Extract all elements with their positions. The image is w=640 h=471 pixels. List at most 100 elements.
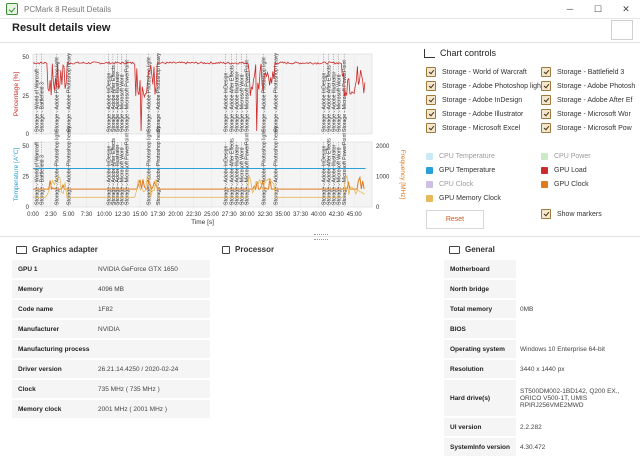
x-tick-label: 27:30: [222, 212, 238, 218]
table-row: Code name 1F82: [12, 300, 210, 318]
storage-marker-label: Storage - Adobe Photoshop light: [442, 82, 543, 90]
storage-marker-toggle[interactable]: Storage - Adobe After Ef: [541, 95, 633, 105]
checkbox[interactable]: [541, 109, 551, 119]
metric-color-swatch[interactable]: [426, 181, 433, 188]
checkbox[interactable]: [426, 109, 436, 119]
x-tick-label: 45:00: [347, 212, 363, 218]
storage-marker-toggle[interactable]: Storage - World of Warcraft: [426, 67, 527, 77]
result-chart[interactable]: Storage - World of Warcraft Storage - Wor…: [0, 42, 408, 232]
row-value: NVIDIA GeForce GTX 1650: [94, 260, 210, 278]
row-value: 0MB: [516, 300, 632, 318]
checkbox[interactable]: [426, 67, 436, 77]
table-row: Hard drive(s) ST500DM002-1BD142, Q200 EX.…: [444, 380, 632, 416]
storage-marker-toggle[interactable]: Storage - Adobe Illustrator: [426, 109, 523, 119]
metric-color-swatch[interactable]: [541, 167, 548, 174]
x-tick-label: 17:30: [150, 212, 166, 218]
metric-label: CPU Clock: [439, 181, 474, 188]
title-bar: PCMark 8 Result Details ─ ☐ ✕: [0, 0, 640, 19]
marker-label-bottom: Storage - Microsoft Word: [336, 147, 342, 205]
row-key: Manufacturing process: [18, 345, 90, 353]
monitor-icon: [16, 245, 27, 254]
checkbox[interactable]: [541, 81, 551, 91]
marker-label-top: Storage - Adobe Photoshop light: [55, 57, 61, 132]
row-value: 3440 x 1440 px: [516, 360, 632, 378]
row-value: [94, 340, 210, 358]
metric-color-swatch[interactable]: [426, 195, 433, 202]
row-value: 2.2.282: [516, 418, 632, 436]
x-tick-label: 32:30: [257, 212, 273, 218]
row-key: UI version: [450, 423, 482, 431]
marker-label-top: Storage - Microsoft Word: [119, 74, 125, 132]
metric-color-swatch[interactable]: [541, 153, 548, 160]
table-row: GPU 1 NVIDIA GeForce GTX 1650: [12, 260, 210, 278]
chart-controls-title: Chart controls: [424, 48, 496, 58]
show-markers-toggle[interactable]: Show markers: [541, 209, 602, 219]
marker-label-bottom: Storage - Microsoft Word: [119, 147, 125, 205]
show-markers-label: Show markers: [557, 210, 602, 218]
metric-label: CPU Temperature: [439, 153, 495, 160]
storage-marker-toggle[interactable]: Storage - Microsoft Wor: [541, 109, 631, 119]
metric-toggle[interactable]: GPU Temperature: [426, 167, 495, 174]
app-icon: [6, 3, 18, 15]
marker-label-bottom: Storage - Adobe After Effects: [229, 138, 235, 205]
row-value: 2001 MHz ( 2001 MHz ): [94, 400, 210, 418]
graphics-adapter-title: Graphics adapter: [16, 245, 98, 254]
storage-marker-toggle[interactable]: Storage - Adobe Photosh: [541, 81, 635, 91]
x-tick-label: 40:00: [311, 212, 327, 218]
metric-toggle[interactable]: CPU Temperature: [426, 153, 495, 160]
checkbox[interactable]: [541, 95, 551, 105]
storage-marker-toggle[interactable]: Storage - Battlefield 3: [541, 67, 624, 77]
metric-color-swatch[interactable]: [426, 153, 433, 160]
storage-marker-label: Storage - Microsoft Wor: [557, 110, 631, 118]
table-row: SystemInfo version 4.30.472: [444, 438, 632, 456]
checkbox[interactable]: [541, 123, 551, 133]
metric-toggle[interactable]: GPU Load: [541, 167, 587, 174]
row-key: GPU 1: [18, 265, 38, 273]
maximize-button[interactable]: ☐: [593, 4, 603, 14]
metric-color-swatch[interactable]: [426, 167, 433, 174]
resize-grip[interactable]: [314, 234, 328, 240]
marker-label-top: Storage - Adobe Photoshop light: [147, 57, 153, 132]
storage-marker-label: Storage - Adobe Illustrator: [442, 110, 524, 118]
marker-label-top: Storage - Battlefield 3: [40, 82, 46, 132]
checkbox[interactable]: [426, 95, 436, 105]
checkbox[interactable]: [426, 123, 436, 133]
storage-marker-toggle[interactable]: Storage - Adobe InDesign: [426, 95, 522, 105]
row-value: Windows 10 Enterprise 64-bit: [516, 340, 632, 358]
marker-label-bottom: Storage - Battlefield 3: [40, 155, 46, 205]
show-markers-checkbox[interactable]: [541, 209, 551, 219]
metric-toggle[interactable]: GPU Memory Clock: [426, 195, 501, 202]
row-value: 4096 MB: [94, 280, 210, 298]
marker-label-bottom: Storage - Adobe Illustrator: [234, 144, 240, 205]
table-row: Manufacturer NVIDIA: [12, 320, 210, 338]
page-header: Result details view: [0, 18, 640, 43]
marker-label-bottom: Storage - Adobe After Effects: [111, 138, 117, 205]
metric-toggle[interactable]: CPU Power: [541, 153, 591, 160]
x-tick-label: 5:00: [63, 212, 75, 218]
reset-button[interactable]: Reset: [426, 210, 484, 229]
marker-label-top: Storage - Adobe Photoshop heavy: [156, 53, 162, 132]
metric-label: GPU Temperature: [439, 167, 496, 174]
metric-toggle[interactable]: GPU Clock: [541, 181, 589, 188]
row-key: Manufacturer: [18, 325, 60, 333]
graphics-adapter-table: GPU 1 NVIDIA GeForce GTX 1650 Memory 4096 M…: [12, 260, 210, 420]
table-row: Resolution 3440 x 1440 px: [444, 360, 632, 378]
y-tick-label: 0: [26, 132, 30, 138]
storage-marker-toggle[interactable]: Storage - Microsoft Excel: [426, 123, 520, 133]
marker-label-top: Storage - Adobe InDesign: [224, 72, 230, 132]
metric-toggle[interactable]: CPU Clock: [426, 181, 473, 188]
x-tick-label: 37:30: [293, 212, 309, 218]
processor-label: Processor: [235, 245, 275, 254]
table-row: Motherboard: [444, 260, 632, 278]
row-key: Operating system: [450, 345, 505, 353]
minimize-button[interactable]: ─: [566, 4, 574, 14]
close-button[interactable]: ✕: [622, 4, 630, 14]
checkbox[interactable]: [541, 67, 551, 77]
checkbox[interactable]: [426, 81, 436, 91]
metric-label: CPU Power: [554, 153, 591, 160]
storage-marker-toggle[interactable]: Storage - Microsoft Pow: [541, 123, 632, 133]
metric-color-swatch[interactable]: [541, 181, 548, 188]
header-action-box[interactable]: [611, 20, 633, 40]
x-tick-label: 0:00: [27, 212, 39, 218]
storage-marker-toggle[interactable]: Storage - Adobe Photoshop light: [426, 81, 543, 91]
